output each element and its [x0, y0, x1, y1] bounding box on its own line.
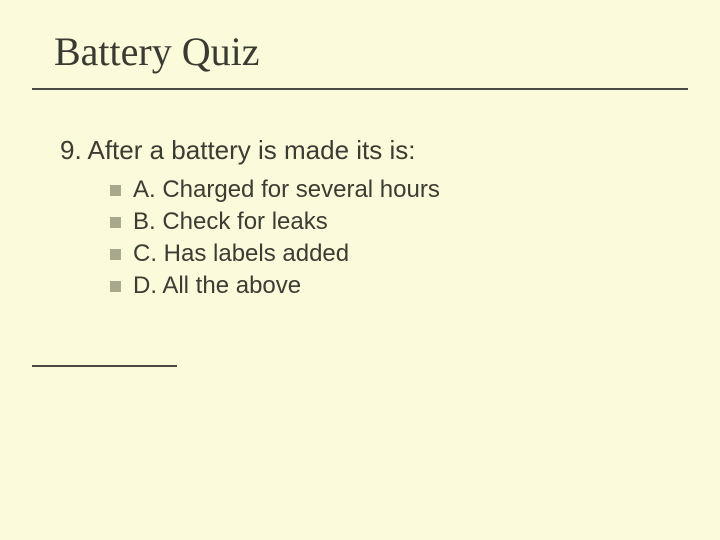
- question-stem: After a battery is made its is:: [87, 135, 415, 165]
- option-label: C. Has labels added: [133, 238, 349, 270]
- option-a: A. Charged for several hours: [110, 174, 440, 206]
- square-bullet-icon: [110, 185, 121, 196]
- option-label: B. Check for leaks: [133, 206, 328, 238]
- slide: Battery Quiz 9. After a battery is made …: [0, 0, 720, 540]
- square-bullet-icon: [110, 249, 121, 260]
- option-label: A. Charged for several hours: [133, 174, 440, 206]
- options-list: A. Charged for several hours B. Check fo…: [110, 174, 440, 302]
- title-underline: [32, 88, 688, 90]
- accent-rule: [32, 365, 177, 367]
- option-d: D. All the above: [110, 270, 440, 302]
- square-bullet-icon: [110, 281, 121, 292]
- option-label: D. All the above: [133, 270, 301, 302]
- question-number: 9.: [60, 135, 82, 165]
- slide-title: Battery Quiz: [54, 28, 260, 75]
- square-bullet-icon: [110, 217, 121, 228]
- option-c: C. Has labels added: [110, 238, 440, 270]
- question-text: 9. After a battery is made its is:: [60, 135, 416, 166]
- option-b: B. Check for leaks: [110, 206, 440, 238]
